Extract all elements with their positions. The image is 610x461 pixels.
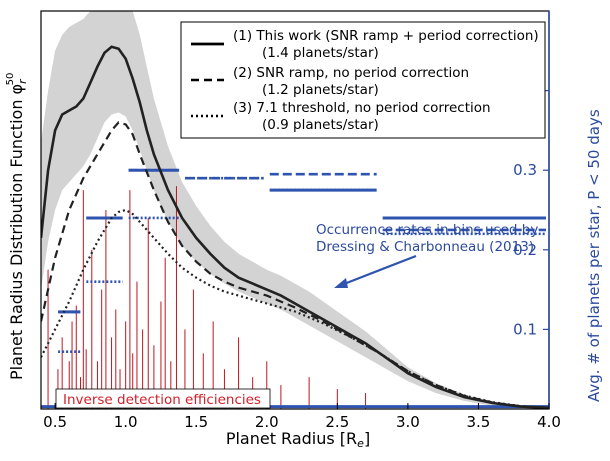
annotation-line2: Dressing & Charbonneau (2013) <box>316 239 534 255</box>
x-tick-label: 1.5 <box>184 413 208 431</box>
right-axis-label: Avg. # of planets per star, P < 50 days <box>585 109 603 402</box>
annotation-arrow-head <box>334 278 348 288</box>
annotation-line1: Occurrence rates in bins used by <box>316 222 538 238</box>
right-tick-label: 0.2 <box>513 241 537 259</box>
occurrence-bins <box>41 128 549 409</box>
annotation-arrow-shaft <box>343 254 417 286</box>
legend-entry-3-line1: (3) 7.1 threshold, no period correction <box>233 100 491 116</box>
x-tick-label: 2.0 <box>255 413 279 431</box>
x-axis-ticks: 0.5 1.0 1.5 2.0 2.5 3.0 3.5 4.0 <box>43 403 561 431</box>
x-tick-label: 3.0 <box>396 413 420 431</box>
legend-entry-2-line2: (1.2 planets/star) <box>262 82 379 98</box>
ide-label: Inverse detection efficiencies <box>63 392 261 408</box>
series-lines <box>41 45 549 409</box>
ide-label-box <box>55 388 271 409</box>
y-axis-label: Planet Radius Distribution Function φr50 <box>5 73 29 380</box>
x-tick-label: 3.5 <box>467 413 491 431</box>
series-solid <box>41 45 549 409</box>
right-tick-label: 0.1 <box>513 320 537 338</box>
x-tick-label: 4.0 <box>537 413 561 431</box>
legend-entry-2-line1: (2) SNR ramp, no period correction <box>233 65 469 81</box>
legend: (1) This work (SNR ramp + period correct… <box>180 21 546 139</box>
inverse-detection-spikes <box>47 186 367 409</box>
legend-entry-1-line2: (1.4 planets/star) <box>262 45 379 61</box>
legend-entry-1-line1: (1) This work (SNR ramp + period correct… <box>233 28 539 44</box>
uncertainty-band-area <box>41 11 549 409</box>
x-tick-label: 0.5 <box>43 413 67 431</box>
legend-box <box>180 21 546 139</box>
x-axis-label: Planet Radius [Re] <box>226 429 370 450</box>
legend-entry-3-line2: (0.9 planets/star) <box>262 117 379 133</box>
x-tick-label: 2.5 <box>325 413 349 431</box>
series-dashed <box>41 121 549 409</box>
x-tick-label: 1.0 <box>114 413 138 431</box>
uncertainty-band <box>41 11 549 409</box>
right-tick-label: 0.3 <box>513 161 537 179</box>
